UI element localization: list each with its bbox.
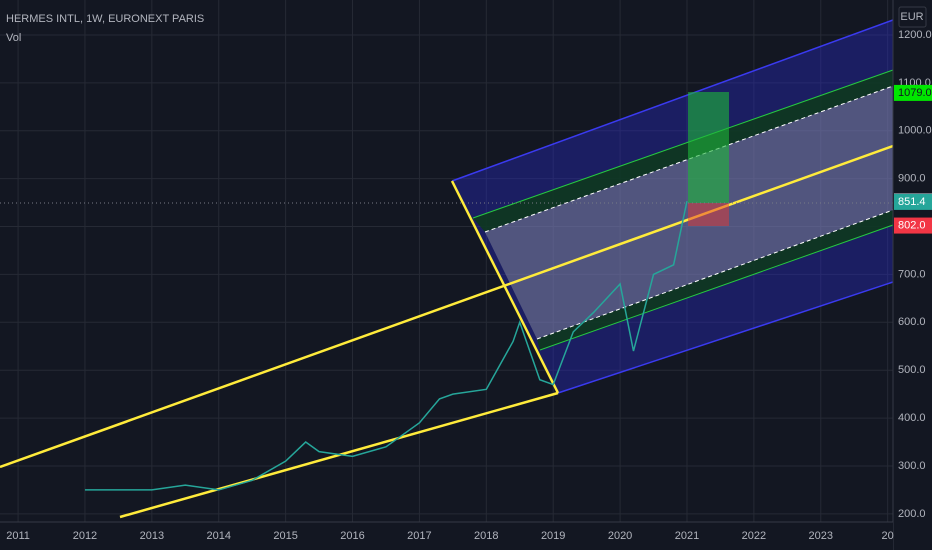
x-tick-label: 2016 bbox=[340, 530, 364, 542]
x-tick-label: 20 bbox=[882, 530, 894, 542]
handle-line bbox=[450, 180, 560, 394]
x-tick-label: 2014 bbox=[206, 530, 230, 542]
y-tick-label: 1000.0 bbox=[898, 125, 932, 137]
outer-line bbox=[451, 19, 894, 182]
x-tick-label: 2017 bbox=[407, 530, 431, 542]
currency: EUR bbox=[900, 11, 923, 23]
x-tick-label: 2018 bbox=[474, 530, 498, 542]
x-tick-label: 2019 bbox=[541, 530, 565, 542]
price-plot bbox=[84, 200, 688, 491]
grid bbox=[0, 0, 893, 522]
currency-box bbox=[898, 6, 927, 28]
x-tick-label: 2013 bbox=[140, 530, 164, 542]
chart-title: HERMES INTL, 1W, EURONEXT PARIS bbox=[6, 13, 204, 25]
time-axis bbox=[0, 522, 893, 550]
pitchfork bbox=[0, 19, 894, 519]
price-label: 1079.0 bbox=[898, 87, 932, 99]
upper-green-band bbox=[473, 70, 893, 232]
y-tick-label: 500.0 bbox=[898, 364, 926, 376]
x-tick-label: 2023 bbox=[809, 530, 833, 542]
price-line bbox=[84, 200, 688, 491]
subtitle: Vol bbox=[6, 32, 21, 44]
x-tick-label: 2022 bbox=[742, 530, 766, 542]
stop-zone bbox=[688, 203, 729, 226]
x-tick-label: 2012 bbox=[73, 530, 97, 542]
median-line bbox=[0, 144, 894, 469]
price-label-bg bbox=[894, 84, 932, 101]
y-tick-label: 200.0 bbox=[898, 508, 926, 520]
target-zone bbox=[688, 92, 729, 203]
axes: 200.0300.0400.0500.0600.0700.0800.0900.0… bbox=[6, 29, 932, 542]
y-tick-label: 900.0 bbox=[898, 173, 926, 185]
x-tick-label: 2015 bbox=[273, 530, 297, 542]
x-tick-label: 2020 bbox=[608, 530, 632, 542]
price-label-bg bbox=[894, 193, 932, 210]
price-label: 851.4 bbox=[898, 196, 926, 208]
x-tick-label: 2021 bbox=[675, 530, 699, 542]
y-tick-label: 400.0 bbox=[898, 412, 926, 424]
dashed-line bbox=[536, 209, 894, 340]
y-tick-label: 300.0 bbox=[898, 460, 926, 472]
x-tick-label: 2011 bbox=[6, 530, 30, 542]
y-tick-label: 1200.0 bbox=[898, 29, 932, 41]
price-label-bg bbox=[894, 217, 932, 234]
green-line bbox=[539, 224, 894, 351]
dashed-line bbox=[484, 85, 894, 233]
outer-line bbox=[557, 281, 894, 394]
y-tick-label: 600.0 bbox=[898, 316, 926, 328]
price-label: 802.0 bbox=[898, 219, 926, 231]
y-tick-label: 700.0 bbox=[898, 268, 926, 280]
green-line bbox=[472, 69, 894, 219]
